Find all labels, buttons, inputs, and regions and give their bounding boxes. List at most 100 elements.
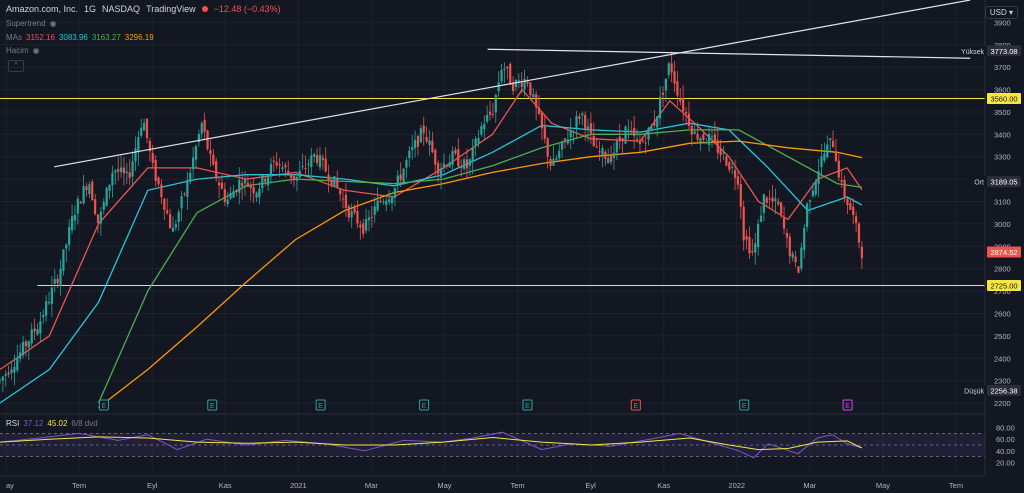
price-label-value: 3189.05 [990, 178, 1017, 187]
candle-body [65, 244, 68, 249]
price-label-value: 3560.00 [990, 95, 1017, 104]
price-label-bg [987, 279, 1021, 291]
price-tick-label: 2700 [994, 287, 1011, 296]
time-tick-label: Eyl [147, 481, 158, 490]
candle-body [359, 224, 362, 228]
rsi-value: 37.12 [23, 419, 44, 428]
candle-body [318, 155, 322, 168]
candle-body [656, 116, 659, 128]
candle-body [99, 211, 102, 224]
candle-body [725, 156, 728, 166]
candle-body [852, 206, 855, 216]
interval[interactable]: 1G [84, 4, 97, 14]
rsi-tick-label: 80.00 [996, 424, 1015, 433]
candle-body [125, 171, 128, 173]
candle-body [497, 82, 500, 92]
candle-body [114, 170, 117, 173]
ma-value-2: 3083.96 [58, 33, 88, 42]
candle-body [434, 150, 437, 165]
rsi-label: RSI [6, 419, 20, 428]
candle-body [658, 96, 662, 119]
candle-body [269, 164, 273, 177]
candle-body [840, 180, 843, 183]
candle-body [731, 166, 734, 168]
candle-body [163, 198, 166, 210]
symbol-header: Amazon.com, Inc. 1G NASDAQ TradingView −… [6, 4, 281, 14]
candle-body [759, 215, 763, 222]
candle-body [555, 158, 558, 160]
candle-body [252, 187, 255, 194]
candle-body [140, 127, 143, 136]
earnings-marker [419, 399, 430, 411]
mas-row[interactable]: MAs 3152.16 3083.96 3163.27 3296.19 [6, 33, 154, 42]
candle-body [232, 191, 235, 198]
earnings-marker-label: E [210, 403, 215, 410]
candle-body [324, 158, 327, 172]
visibility-icon[interactable]: ◉ [32, 46, 40, 55]
candle-body [572, 131, 575, 133]
symbol-name[interactable]: Amazon.com, Inc. [6, 4, 79, 14]
price-label-caption: Yüksek [961, 49, 984, 56]
candle-body [73, 214, 77, 221]
candle-body [157, 177, 160, 185]
currency-selector[interactable]: USD ▾ [984, 6, 1018, 19]
price-tick-label: 2800 [994, 265, 1011, 274]
candle-body [800, 247, 803, 269]
candle-body [171, 227, 175, 232]
time-tick-label: Tem [949, 481, 963, 490]
ma-value-1: 3152.16 [26, 33, 55, 42]
candle-body [682, 97, 685, 112]
candle-body [598, 151, 601, 153]
candle-body [128, 172, 131, 178]
price-change: −12.48 (−0.43%) [213, 4, 281, 14]
candle-body [122, 167, 126, 174]
collapse-legend-button[interactable]: ^ [8, 60, 24, 72]
candle-body [820, 156, 823, 167]
candle-body [586, 126, 590, 130]
candle-body [552, 158, 555, 166]
candle-body [609, 154, 613, 163]
candle-body [264, 178, 267, 182]
price-label-bg [987, 176, 1021, 188]
candle-body [373, 206, 376, 215]
time-tick-label: Kas [219, 481, 232, 490]
candle-body [477, 137, 480, 143]
candle-body [382, 201, 385, 203]
candle-body [627, 129, 630, 131]
rsi-tick-label: 60.00 [996, 435, 1015, 444]
candle-body [624, 126, 627, 144]
candle-body [457, 149, 460, 167]
candle-body [278, 164, 281, 166]
candle-body [284, 164, 287, 168]
candle-body [154, 159, 157, 182]
candle-body [667, 63, 670, 76]
candle-body [70, 216, 74, 231]
rsi-legend[interactable]: RSI 37.12 45.02 6/8 dvd [6, 419, 98, 428]
candle-body [618, 136, 621, 142]
supertrend-row[interactable]: Supertrend ◉ [6, 19, 57, 28]
candle-body [644, 142, 647, 144]
rsi-line [0, 431, 863, 459]
candle-body [85, 186, 88, 191]
candle-body [509, 63, 512, 85]
candle-body [560, 141, 564, 150]
time-tick-label: 2022 [728, 481, 745, 490]
candle-body [24, 341, 28, 347]
candle-body [16, 357, 19, 371]
candle-body [771, 197, 774, 202]
candle-body [108, 184, 111, 191]
candle-body [333, 176, 336, 188]
candle-body [186, 179, 189, 197]
time-tick-label: Kas [657, 481, 670, 490]
candle-body [687, 113, 691, 126]
candle-body [327, 174, 330, 181]
earnings-marker [315, 399, 326, 411]
visibility-icon[interactable]: ◉ [49, 19, 57, 28]
hacim-row[interactable]: Hacim ◉ [6, 46, 40, 55]
candle-body [774, 198, 777, 202]
candle-body [0, 379, 2, 381]
price-label-value: 3773.08 [990, 47, 1017, 56]
candle-body [88, 184, 91, 194]
